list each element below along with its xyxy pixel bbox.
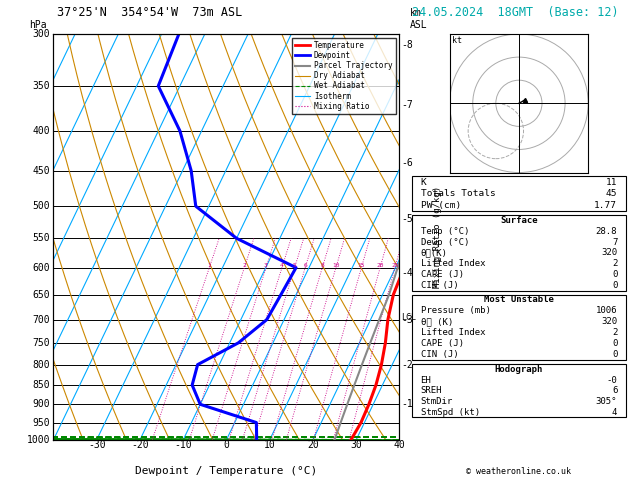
Text: PW (cm): PW (cm) [421,201,461,210]
Text: kt: kt [452,36,462,45]
Text: -5: -5 [401,214,413,225]
Text: -6: -6 [401,158,413,168]
Text: 1006: 1006 [596,306,617,315]
Text: K: K [421,178,426,187]
Text: CAPE (J): CAPE (J) [421,270,464,279]
Text: 500: 500 [32,201,50,211]
Text: 305°: 305° [596,397,617,406]
Text: StmDir: StmDir [421,397,453,406]
Text: -20: -20 [131,440,149,450]
Text: 3: 3 [264,262,268,268]
Text: EH: EH [421,376,431,384]
Text: 2: 2 [612,259,617,268]
Text: 320: 320 [601,248,617,258]
Text: -3: -3 [401,314,413,325]
Text: 15: 15 [358,262,365,268]
Text: 4: 4 [280,262,284,268]
Text: © weatheronline.co.uk: © weatheronline.co.uk [467,467,571,476]
Text: SREH: SREH [421,386,442,395]
Text: 4: 4 [612,408,617,417]
Legend: Temperature, Dewpoint, Parcel Trajectory, Dry Adiabat, Wet Adiabat, Isotherm, Mi: Temperature, Dewpoint, Parcel Trajectory… [292,38,396,114]
Text: 300: 300 [32,29,50,39]
Text: Surface: Surface [500,216,538,225]
Text: -0: -0 [606,376,617,384]
Text: 37°25'N  354°54'W  73m ASL: 37°25'N 354°54'W 73m ASL [57,6,242,19]
Text: 950: 950 [32,417,50,428]
Text: Dewp (°C): Dewp (°C) [421,238,469,247]
Text: 350: 350 [32,81,50,91]
Text: 45: 45 [606,190,617,198]
Text: 800: 800 [32,360,50,370]
Text: θᴇ(K): θᴇ(K) [421,248,447,258]
Text: 450: 450 [32,166,50,175]
Text: CIN (J): CIN (J) [421,350,458,359]
Text: 1: 1 [208,262,211,268]
Text: 1000: 1000 [26,435,50,445]
Text: 24.05.2024  18GMT  (Base: 12): 24.05.2024 18GMT (Base: 12) [412,6,618,19]
Text: 850: 850 [32,380,50,390]
Text: hPa: hPa [29,20,47,30]
Text: km
ASL: km ASL [410,8,428,30]
Text: 20: 20 [307,440,319,450]
Text: 0: 0 [223,440,230,450]
Text: -4: -4 [401,268,413,278]
Text: 2: 2 [612,328,617,337]
Text: -2: -2 [401,360,413,370]
Text: Lifted Index: Lifted Index [421,259,485,268]
Text: Pressure (mb): Pressure (mb) [421,306,491,315]
Text: 750: 750 [32,338,50,348]
Text: Lifted Index: Lifted Index [421,328,485,337]
Text: 10: 10 [332,262,340,268]
Text: Hodograph: Hodograph [495,365,543,374]
Text: 11: 11 [606,178,617,187]
Text: 2: 2 [242,262,246,268]
Text: 0: 0 [612,270,617,279]
Text: Totals Totals: Totals Totals [421,190,495,198]
Text: 1.77: 1.77 [594,201,617,210]
Text: 550: 550 [32,233,50,243]
Text: -8: -8 [401,40,413,50]
Text: -10: -10 [174,440,192,450]
Text: 400: 400 [32,126,50,136]
Text: LCL: LCL [401,313,416,322]
Text: 320: 320 [601,317,617,327]
Text: CIN (J): CIN (J) [421,281,458,290]
Text: Temp (°C): Temp (°C) [421,227,469,236]
Text: Dewpoint / Temperature (°C): Dewpoint / Temperature (°C) [135,466,318,476]
Text: Most Unstable: Most Unstable [484,295,554,305]
Text: -7: -7 [401,100,413,110]
Text: 6: 6 [303,262,307,268]
Text: θᴇ (K): θᴇ (K) [421,317,453,327]
Text: 40: 40 [394,440,405,450]
Text: 0: 0 [612,339,617,348]
Text: 30: 30 [350,440,362,450]
Text: 900: 900 [32,399,50,409]
Text: 0: 0 [612,350,617,359]
Text: 0: 0 [612,281,617,290]
Text: 700: 700 [32,314,50,325]
Text: StmSpd (kt): StmSpd (kt) [421,408,480,417]
Text: -1: -1 [401,399,413,409]
Text: 20: 20 [376,262,384,268]
Text: 6: 6 [612,386,617,395]
Text: 600: 600 [32,262,50,273]
Text: Mixing Ratio (g/kg): Mixing Ratio (g/kg) [433,186,442,288]
Text: 7: 7 [612,238,617,247]
Text: -30: -30 [88,440,106,450]
Text: 8: 8 [320,262,324,268]
Text: 25: 25 [391,262,399,268]
Text: 650: 650 [32,290,50,300]
Text: 28.8: 28.8 [596,227,617,236]
Text: 5: 5 [292,262,296,268]
Text: CAPE (J): CAPE (J) [421,339,464,348]
Text: 10: 10 [264,440,276,450]
